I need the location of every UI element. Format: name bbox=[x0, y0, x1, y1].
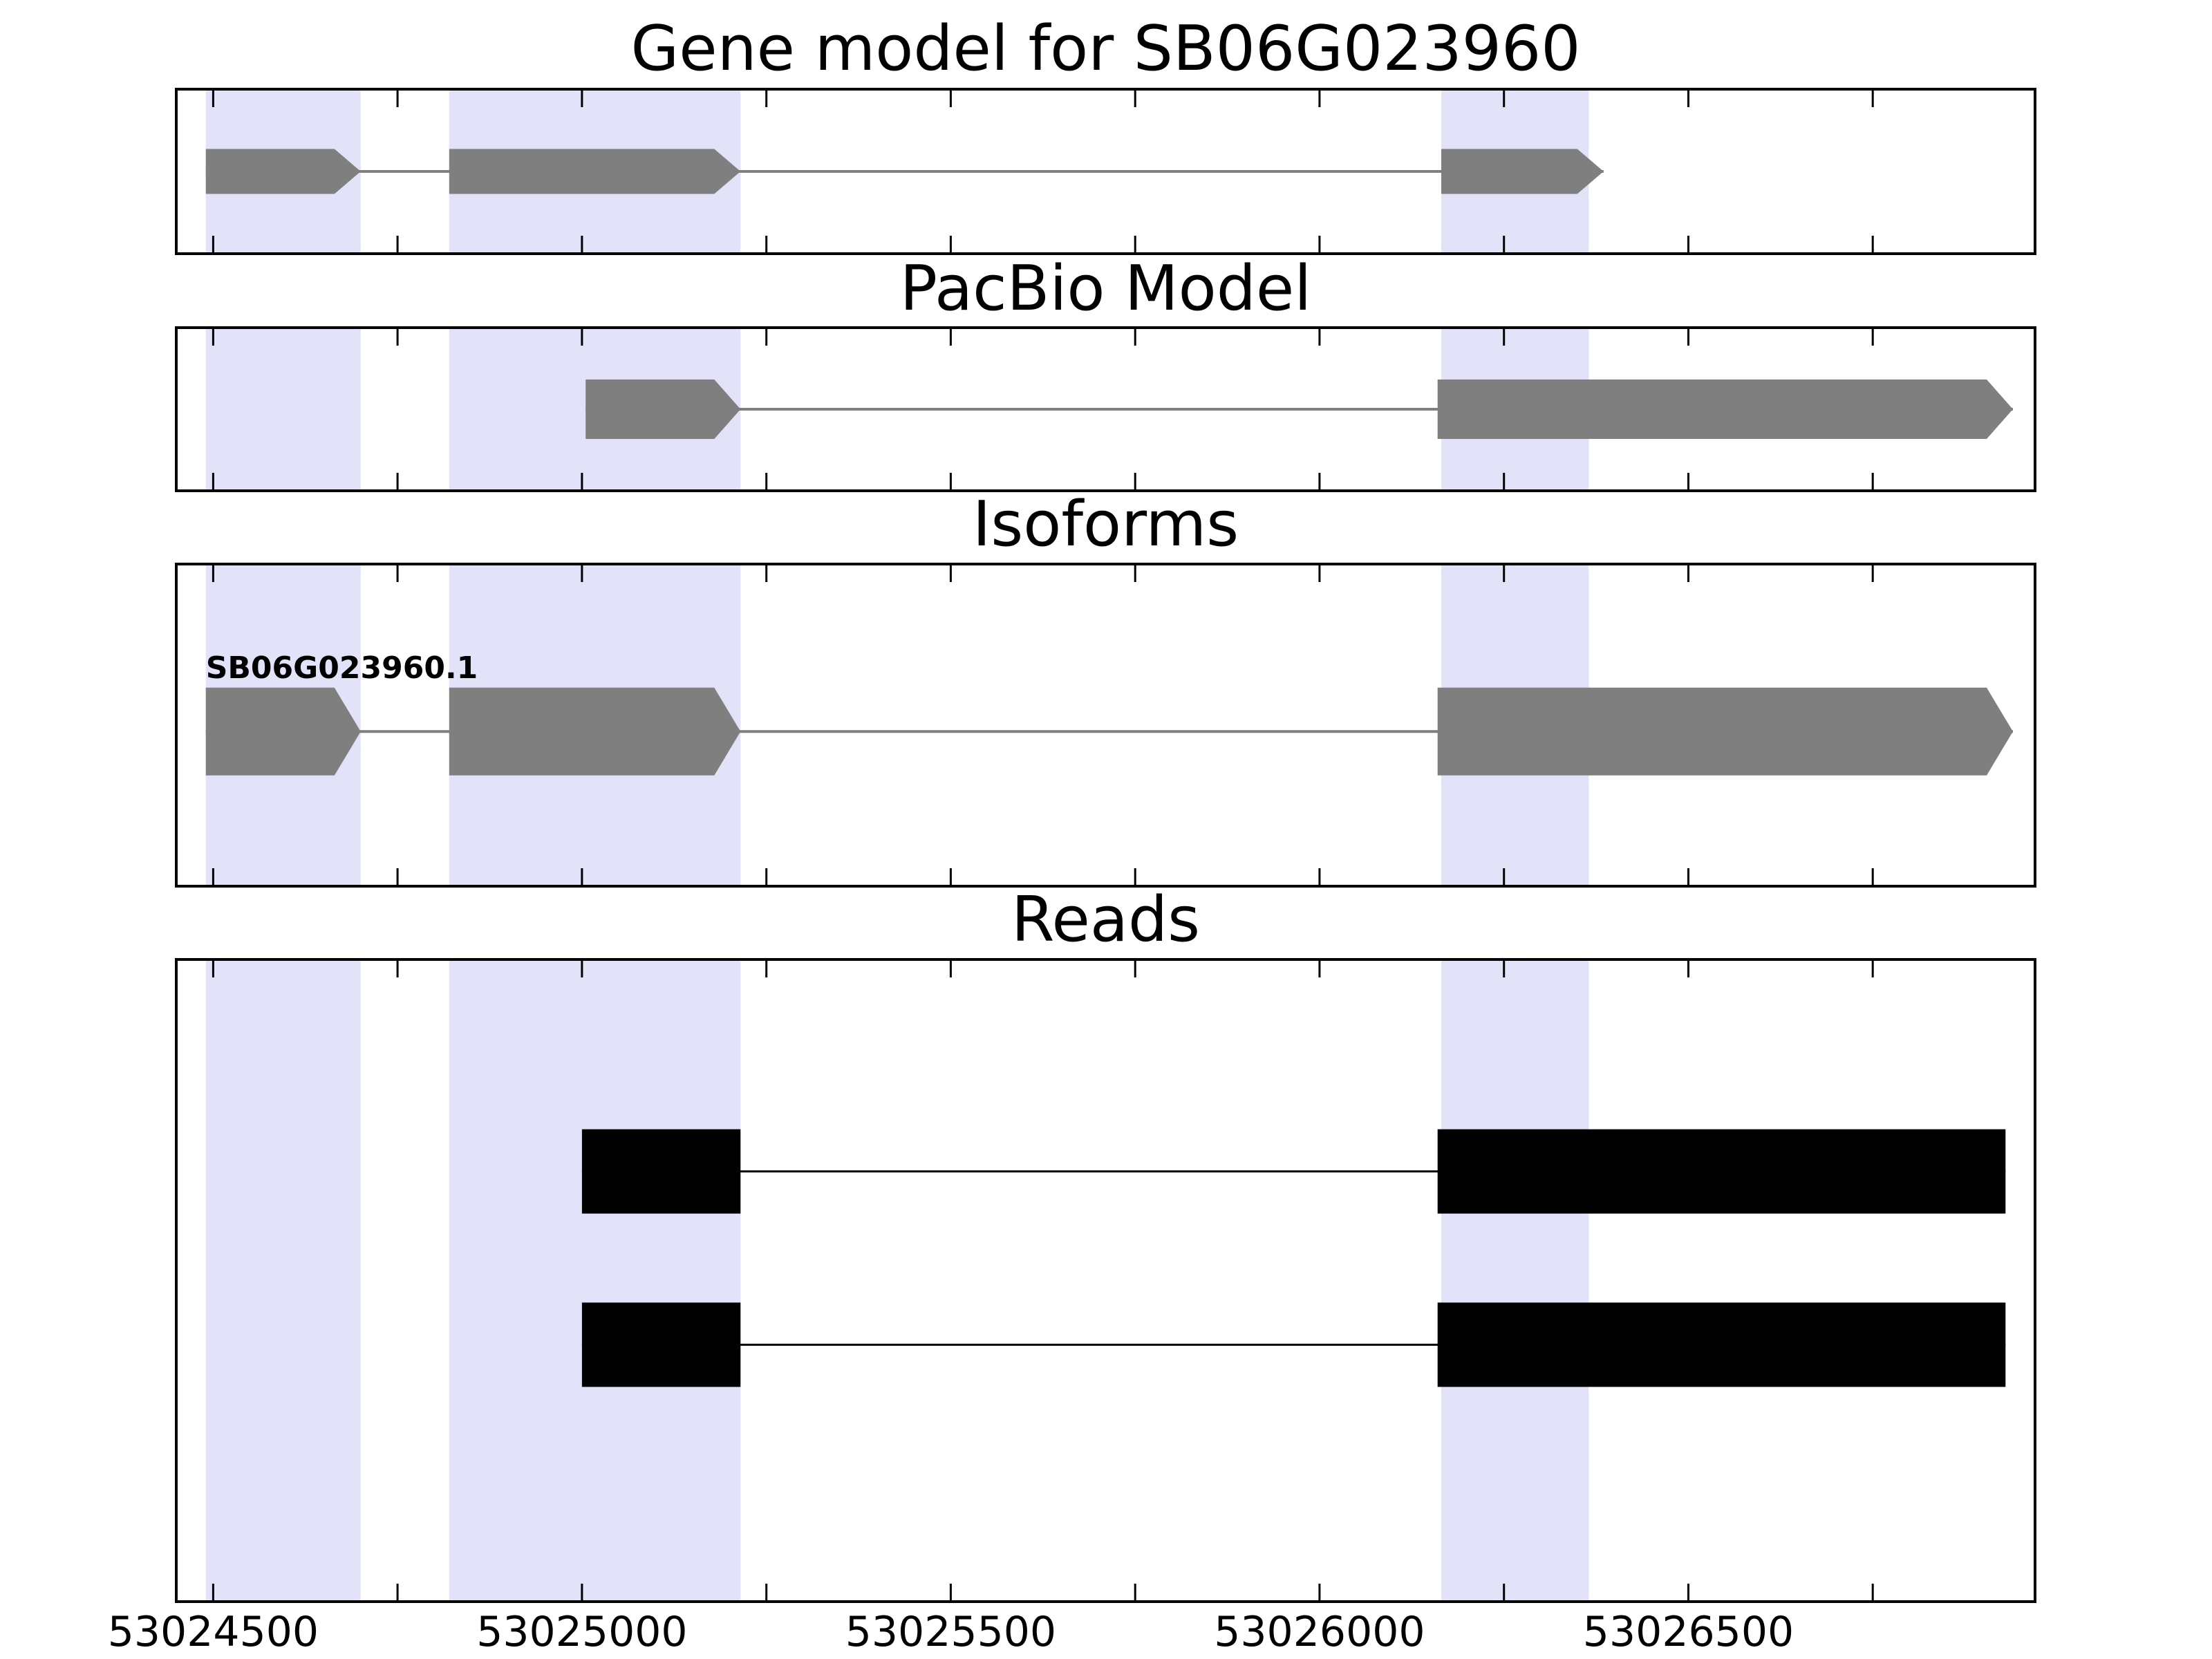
read-exon bbox=[1437, 1302, 2006, 1387]
isoform-label: SB06G023960.1 bbox=[206, 650, 478, 686]
transcript-exon bbox=[1437, 379, 2013, 439]
panel-border bbox=[175, 563, 2036, 888]
highlight-band bbox=[1441, 959, 1589, 1602]
panel-title-pacbio-model: PacBio Model bbox=[899, 252, 1312, 325]
x-axis-tick-label: 53025000 bbox=[476, 1608, 688, 1656]
transcript-exon bbox=[205, 687, 361, 776]
transcript-exon bbox=[205, 149, 361, 194]
read-exon bbox=[1437, 1129, 2006, 1214]
panel-title-isoforms: Isoforms bbox=[972, 488, 1239, 561]
transcript-exon bbox=[1441, 149, 1604, 194]
read-exon bbox=[581, 1302, 741, 1387]
read-exon bbox=[581, 1129, 741, 1214]
highlight-band bbox=[205, 959, 361, 1602]
panel-border bbox=[175, 326, 2036, 492]
x-axis-tick-label: 53024500 bbox=[107, 1608, 319, 1656]
x-axis-tick-label: 53026500 bbox=[1582, 1608, 1794, 1656]
transcript-exon bbox=[449, 149, 741, 194]
panel-border bbox=[175, 88, 2036, 255]
panel-title-reads: Reads bbox=[1011, 883, 1201, 956]
transcript-exon bbox=[449, 687, 741, 776]
highlight-band bbox=[205, 328, 361, 491]
x-axis-tick-label: 53025500 bbox=[845, 1608, 1057, 1656]
panel-title-gene-model: Gene model for SB06G023960 bbox=[630, 12, 1581, 85]
transcript-exon bbox=[1437, 687, 2013, 776]
panel-border bbox=[175, 958, 2036, 1603]
x-axis-tick-label: 53026000 bbox=[1214, 1608, 1425, 1656]
transcript-exon bbox=[585, 379, 741, 439]
highlight-band bbox=[449, 959, 741, 1602]
